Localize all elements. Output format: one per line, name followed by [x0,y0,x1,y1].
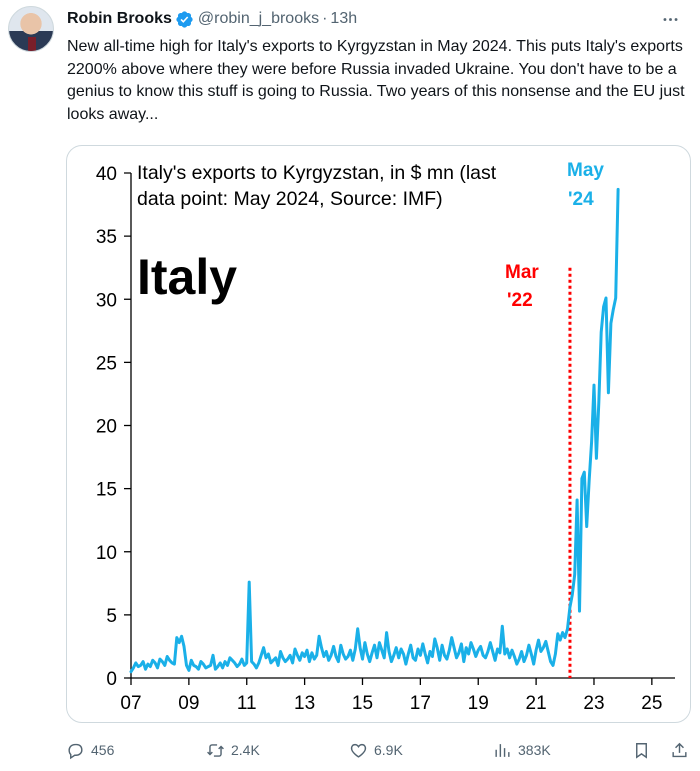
bar-chart-icon [495,743,510,757]
author-handle[interactable]: @robin_j_brooks [197,10,320,27]
y-tick-label: 5 [106,606,117,627]
separator-dot: · [322,10,328,27]
reply-count: 456 [91,742,115,758]
end-label-month: May [567,160,604,181]
y-tick-label: 15 [96,480,117,501]
chart-card[interactable]: 0 5 10 15 20 25 30 35 40 07 09 11 13 15 17 19 21 23 25 Ita… [66,145,691,723]
share-icon [672,742,687,757]
reply-button[interactable]: 456 [66,735,114,765]
chart-big-label: Italy [137,249,237,305]
x-tick-label: 23 [583,693,604,714]
y-tick-label: 0 [106,669,117,690]
y-tick-label: 10 [96,543,117,564]
y-tick-label: 30 [96,290,117,311]
post-actions: 456 2.4K 6.9K 383K [66,735,694,765]
repost-icon [207,743,224,757]
post-time[interactable]: 13h [330,10,358,27]
author-avatar[interactable] [8,6,54,52]
bookmark-button[interactable] [632,735,651,765]
y-tick-label: 25 [96,353,117,374]
views-button[interactable]: 383K [493,735,551,765]
end-label-year: '24 [568,189,594,210]
more-horizontal-icon[interactable] [658,8,682,30]
x-tick-label: 07 [120,693,141,714]
exports-series-line [129,187,620,674]
x-tick-label: 13 [294,693,315,714]
bookmark-icon [636,742,647,759]
x-tick-label: 11 [237,693,257,714]
y-tick-label: 35 [96,227,117,248]
chart-title-line1: Italy's exports to Kyrgyzstan, in $ mn (… [137,162,497,184]
marker-label-month: Mar [505,262,539,283]
chart: 0 5 10 15 20 25 30 35 40 07 09 11 13 15 17 19 21 23 25 Ita… [96,160,675,714]
repost-count: 2.4K [231,742,260,758]
post-text: New all-time high for Italy's exports to… [67,38,685,123]
x-tick-label: 17 [410,693,431,714]
x-tick-label: 19 [468,693,489,714]
post-header: Robin Brooks @robin_j_brooks · 13h [67,8,690,30]
heart-icon [350,743,367,758]
x-tick-label: 21 [526,693,547,714]
author-name[interactable]: Robin Brooks [67,10,172,27]
like-button[interactable]: 6.9K [349,735,403,765]
x-tick-label: 09 [178,693,199,714]
repost-button[interactable]: 2.4K [206,735,260,765]
chart-marks [129,187,620,678]
marker-label-year: '22 [507,290,533,311]
share-button[interactable] [670,735,689,765]
chart-title-line2: data point: May 2024, Source: IMF) [137,188,443,210]
chart-axes: 0 5 10 15 20 25 30 35 40 07 09 11 13 15 17 19 21 23 25 [96,164,675,714]
y-tick-label: 40 [96,164,117,185]
like-count: 6.9K [374,742,403,758]
verified-badge-icon [176,10,193,28]
view-count: 383K [518,742,551,758]
x-tick-label: 15 [352,693,373,714]
x-tick-label: 25 [641,693,662,714]
reply-icon [68,743,83,759]
y-tick-label: 20 [96,417,117,438]
